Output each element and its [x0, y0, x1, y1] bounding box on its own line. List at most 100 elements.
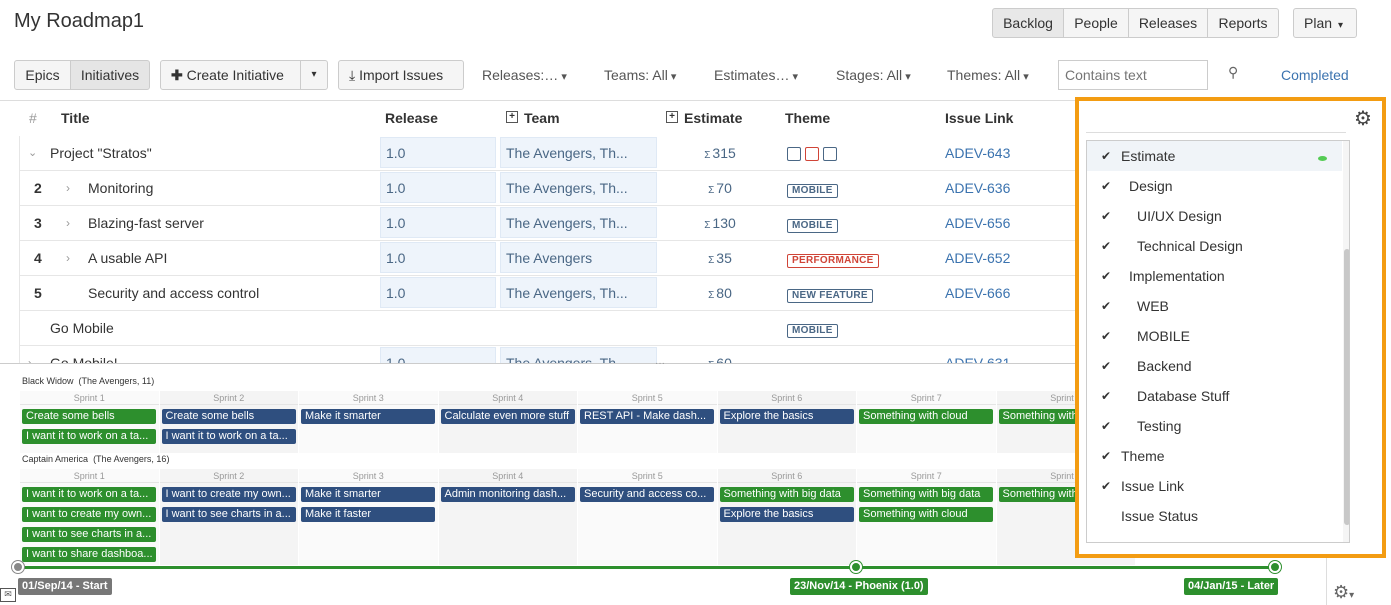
row-release[interactable]: 1.0: [380, 137, 496, 168]
expand-team-icon[interactable]: +: [506, 111, 518, 123]
expand-icon[interactable]: ›: [66, 216, 70, 230]
create-options-button[interactable]: ▾: [300, 60, 328, 90]
stages-filter[interactable]: Stages: All: [836, 66, 911, 86]
column-menu-item[interactable]: ✔ MOBILE: [1087, 321, 1342, 351]
row-release[interactable]: 1.0: [380, 172, 496, 203]
story-card[interactable]: Explore the basics: [719, 507, 854, 522]
story-card[interactable]: Make it smarter: [301, 487, 435, 502]
row-team[interactable]: The Avengers, Th...: [500, 137, 657, 168]
themes-filter[interactable]: Themes: All: [947, 66, 1029, 86]
story-card[interactable]: I want to create my own...: [22, 507, 156, 522]
col-theme[interactable]: Theme: [785, 110, 831, 126]
estimates-filter[interactable]: Estimates…: [714, 66, 798, 86]
search-icon[interactable]: ⚲: [1228, 64, 1239, 80]
timeline-dot[interactable]: [850, 561, 862, 573]
story-card[interactable]: Something with cloud: [859, 409, 993, 424]
table-row[interactable]: 3 › Blazing-fast server 1.0 The Avengers…: [20, 206, 1080, 241]
column-menu-item[interactable]: Issue Status: [1087, 501, 1342, 531]
expand-estimate-icon[interactable]: +: [666, 111, 678, 123]
row-team[interactable]: The Avengers, Th...: [500, 347, 657, 364]
row-issue-link[interactable]: ADEV-636: [945, 180, 1011, 196]
table-row[interactable]: Go Mobile MOBILE: [20, 311, 1080, 346]
col-team[interactable]: Team: [524, 110, 560, 126]
row-team[interactable]: The Avengers, Th...: [500, 207, 657, 238]
column-menu-item[interactable]: ✔ WEB: [1087, 291, 1342, 321]
story-card[interactable]: I want to create my own...: [161, 487, 296, 502]
row-team[interactable]: The Avengers, Th...: [500, 277, 657, 308]
expand-icon[interactable]: ›: [28, 356, 32, 364]
row-release[interactable]: 1.0: [380, 277, 496, 308]
column-menu-item[interactable]: ✔ Design: [1087, 171, 1342, 201]
reports-button[interactable]: Reports: [1207, 8, 1279, 38]
releases-filter[interactable]: Releases:…: [482, 66, 567, 86]
backlog-button[interactable]: Backlog: [992, 8, 1064, 38]
scrollbar-thumb[interactable]: [1344, 249, 1349, 525]
row-team[interactable]: The Avengers, Th...: [500, 172, 657, 203]
col-estimate[interactable]: Estimate: [684, 110, 743, 126]
col-issue-link[interactable]: Issue Link: [945, 110, 1014, 126]
story-card[interactable]: Explore the basics: [719, 409, 854, 424]
story-card[interactable]: Something with c: [998, 487, 1079, 502]
story-card[interactable]: I want it to work on a ta...: [22, 487, 156, 502]
row-release[interactable]: 1.0: [380, 242, 496, 273]
drag-handle-icon[interactable]: ···: [655, 358, 665, 369]
story-card[interactable]: Admin monitoring dash...: [440, 487, 575, 502]
milestone-start[interactable]: 01/Sep/14 - Start: [18, 578, 112, 595]
column-menu-item[interactable]: ✔ Implementation: [1087, 261, 1342, 291]
story-card[interactable]: I want to share dashboa...: [22, 547, 156, 562]
column-menu-item[interactable]: ✔ UI/UX Design: [1087, 201, 1342, 231]
row-issue-link[interactable]: ADEV-643: [945, 145, 1011, 161]
row-issue-link[interactable]: ADEV-656: [945, 215, 1011, 231]
story-card[interactable]: Make it faster: [301, 507, 435, 522]
people-button[interactable]: People: [1063, 8, 1129, 38]
expand-icon[interactable]: ›: [66, 251, 70, 265]
bottom-gear-icon[interactable]: ⚙▾: [1333, 582, 1355, 602]
row-issue-link[interactable]: ADEV-666: [945, 285, 1011, 301]
story-card[interactable]: Something with big data: [719, 487, 854, 502]
column-menu-item[interactable]: ✔ Testing: [1087, 411, 1342, 441]
column-menu-item[interactable]: ✔ Estimate: [1087, 141, 1342, 171]
timeline-dot[interactable]: [1269, 561, 1281, 573]
story-card[interactable]: Make it smarter: [301, 409, 435, 424]
table-row[interactable]: 4 › A usable API 1.0 The Avengers Σ 35 PE…: [20, 241, 1080, 276]
story-card[interactable]: Calculate even more stuff: [440, 409, 575, 424]
plan-dropdown[interactable]: Plan ▾: [1293, 8, 1357, 38]
column-menu-item[interactable]: ✔ Database Stuff: [1087, 381, 1342, 411]
story-card[interactable]: I want it to work on a ta...: [161, 429, 296, 444]
releases-button[interactable]: Releases: [1128, 8, 1208, 38]
collapse-icon[interactable]: ⌄: [28, 147, 38, 159]
column-menu-item[interactable]: ✔ Technical Design: [1087, 231, 1342, 261]
table-row[interactable]: › Go Mobile! 1.0 The Avengers, Th... Σ60…: [20, 346, 1080, 364]
row-release[interactable]: 1.0: [380, 207, 496, 238]
table-row[interactable]: 2 › Monitoring 1.0 The Avengers, Th... Σ…: [20, 171, 1080, 206]
column-menu-item[interactable]: ✔ Theme: [1087, 441, 1342, 471]
tab-initiatives[interactable]: Initiatives: [70, 60, 150, 90]
story-card[interactable]: Something with cloud: [859, 507, 993, 522]
tab-epics[interactable]: Epics: [14, 60, 71, 90]
mail-icon[interactable]: ✉: [0, 588, 16, 602]
search-input[interactable]: [1058, 60, 1208, 90]
row-release[interactable]: 1.0: [380, 347, 496, 364]
col-title[interactable]: Title: [61, 110, 90, 126]
expand-icon[interactable]: ›: [66, 181, 70, 195]
story-card[interactable]: Create some bells: [22, 409, 156, 424]
milestone-later[interactable]: 04/Jan/15 - Later: [1184, 578, 1279, 595]
story-card[interactable]: Create some bells: [161, 409, 296, 424]
row-issue-link[interactable]: ADEV-631: [945, 355, 1011, 364]
milestone-phoenix[interactable]: 23/Nov/14 - Phoenix (1.0): [790, 578, 928, 595]
story-card[interactable]: I want to see charts in a...: [161, 507, 296, 522]
pane-splitter[interactable]: [0, 363, 1080, 364]
story-card[interactable]: REST API - Make dash...: [580, 409, 714, 424]
table-row[interactable]: ⌄ Project "Stratos" 1.0 The Avengers, Th…: [20, 136, 1080, 171]
column-menu-item[interactable]: ✔ Backend: [1087, 351, 1342, 381]
gear-icon[interactable]: ⚙: [1354, 108, 1372, 130]
timeline-dot[interactable]: [12, 561, 24, 573]
story-card[interactable]: Something with c: [998, 409, 1079, 424]
table-row[interactable]: 5 Security and access control 1.0 The Av…: [20, 276, 1080, 311]
col-release[interactable]: Release: [385, 110, 438, 126]
story-card[interactable]: Something with big data: [859, 487, 993, 502]
teams-filter[interactable]: Teams: All: [604, 66, 676, 86]
completed-link[interactable]: Completed: [1281, 67, 1349, 83]
row-issue-link[interactable]: ADEV-652: [945, 250, 1011, 266]
story-card[interactable]: I want it to work on a ta...: [22, 429, 156, 444]
